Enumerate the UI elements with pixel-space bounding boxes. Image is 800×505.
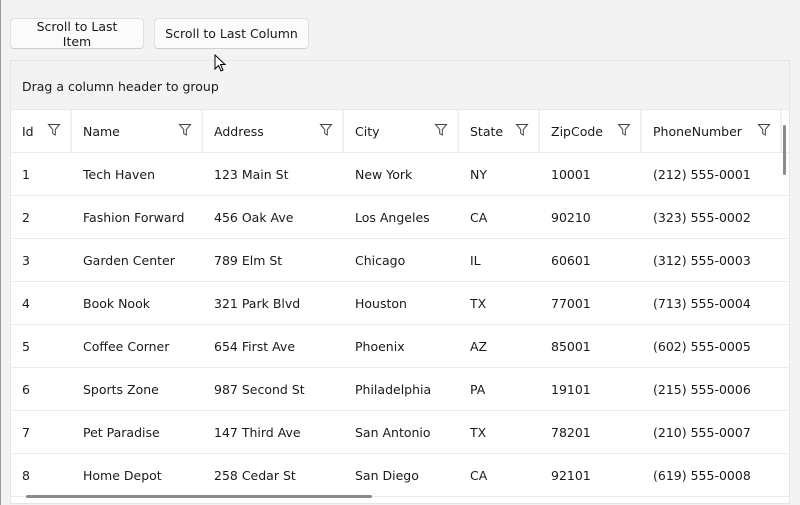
cell-city: Chicago — [344, 239, 459, 281]
cell-state: TX — [459, 282, 540, 324]
column-header-label: ZipCode — [551, 124, 603, 139]
cell-zipcode: 60601 — [540, 239, 642, 281]
cell-zipcode: 92101 — [540, 454, 642, 496]
cell-city: Philadelphia — [344, 368, 459, 410]
cell-zipcode: 77001 — [540, 282, 642, 324]
grid-body: 1Tech Haven123 Main StNew YorkNY10001(21… — [11, 153, 789, 497]
cell-id: 5 — [11, 325, 72, 367]
cell-name: Home Depot — [72, 454, 203, 496]
column-header-label: State — [470, 124, 503, 139]
column-header-state[interactable]: State — [459, 110, 540, 152]
cell-address: 654 First Ave — [203, 325, 344, 367]
cell-phonenumber: (210) 555-0007 — [642, 411, 782, 453]
table-row[interactable]: 8Home Depot258 Cedar StSan DiegoCA92101(… — [11, 454, 789, 497]
cell-address: 321 Park Blvd — [203, 282, 344, 324]
cell-phonenumber: (713) 555-0004 — [642, 282, 782, 324]
column-header-city[interactable]: City — [344, 110, 459, 152]
cell-id: 3 — [11, 239, 72, 281]
cell-state: CA — [459, 454, 540, 496]
column-header-address[interactable]: Address — [203, 110, 344, 152]
cell-address: 258 Cedar St — [203, 454, 344, 496]
cell-id: 6 — [11, 368, 72, 410]
column-header-label: Address — [214, 124, 264, 139]
cell-address: 789 Elm St — [203, 239, 344, 281]
cell-name: Sports Zone — [72, 368, 203, 410]
cell-phonenumber: (212) 555-0001 — [642, 153, 782, 195]
table-row[interactable]: 6Sports Zone987 Second StPhiladelphiaPA1… — [11, 368, 789, 411]
cell-address: 987 Second St — [203, 368, 344, 410]
mouse-cursor-icon — [214, 54, 228, 74]
cell-state: NY — [459, 153, 540, 195]
cell-name: Garden Center — [72, 239, 203, 281]
table-row[interactable]: 7Pet Paradise147 Third AveSan AntonioTX7… — [11, 411, 789, 454]
table-row[interactable]: 5Coffee Corner654 First AvePhoenixAZ8500… — [11, 325, 789, 368]
cell-name: Fashion Forward — [72, 196, 203, 238]
cell-id: 7 — [11, 411, 72, 453]
filter-icon[interactable] — [617, 123, 631, 137]
cell-city: Los Angeles — [344, 196, 459, 238]
column-header-label: PhoneNumber — [653, 124, 742, 139]
cell-zipcode: 19101 — [540, 368, 642, 410]
column-header-name[interactable]: Name — [72, 110, 203, 152]
cell-name: Pet Paradise — [72, 411, 203, 453]
filter-icon[interactable] — [47, 123, 61, 137]
filter-icon[interactable] — [515, 123, 529, 137]
cell-id: 2 — [11, 196, 72, 238]
filter-icon[interactable] — [757, 123, 771, 137]
table-row[interactable]: 3Garden Center789 Elm StChicagoIL60601(3… — [11, 239, 789, 282]
column-header-label: City — [355, 124, 380, 139]
scroll-to-last-item-button[interactable]: Scroll to Last Item — [10, 18, 144, 49]
table-row[interactable]: 2Fashion Forward456 Oak AveLos AngelesCA… — [11, 196, 789, 239]
cell-city: San Antonio — [344, 411, 459, 453]
cell-address: 123 Main St — [203, 153, 344, 195]
group-drop-panel[interactable]: Drag a column header to group — [11, 61, 789, 110]
column-header-label: Name — [83, 124, 120, 139]
cell-phonenumber: (602) 555-0005 — [642, 325, 782, 367]
column-header-zipcode[interactable]: ZipCode — [540, 110, 642, 152]
column-header-phonenumber[interactable]: PhoneNumber — [642, 110, 782, 152]
cell-address: 147 Third Ave — [203, 411, 344, 453]
header-row: Id Name Address City State ZipCode PhoneNumber — [11, 110, 789, 153]
horizontal-scrollbar[interactable] — [26, 495, 372, 498]
cell-state: TX — [459, 411, 540, 453]
column-header-label: Id — [22, 124, 34, 139]
cell-state: IL — [459, 239, 540, 281]
cell-phonenumber: (323) 555-0002 — [642, 196, 782, 238]
cell-zipcode: 85001 — [540, 325, 642, 367]
cell-phonenumber: (312) 555-0003 — [642, 239, 782, 281]
cell-city: New York — [344, 153, 459, 195]
cell-zipcode: 10001 — [540, 153, 642, 195]
cell-zipcode: 90210 — [540, 196, 642, 238]
cell-name: Book Nook — [72, 282, 203, 324]
cell-id: 4 — [11, 282, 72, 324]
cell-city: Houston — [344, 282, 459, 324]
cell-address: 456 Oak Ave — [203, 196, 344, 238]
cell-id: 8 — [11, 454, 72, 496]
filter-icon[interactable] — [319, 123, 333, 137]
table-row[interactable]: 4Book Nook321 Park BlvdHoustonTX77001(71… — [11, 282, 789, 325]
cell-state: AZ — [459, 325, 540, 367]
cell-phonenumber: (619) 555-0008 — [642, 454, 782, 496]
cell-state: CA — [459, 196, 540, 238]
cell-city: Phoenix — [344, 325, 459, 367]
cell-id: 1 — [11, 153, 72, 195]
cell-name: Coffee Corner — [72, 325, 203, 367]
data-grid: Drag a column header to group Id Name Addr… — [10, 60, 790, 504]
filter-icon[interactable] — [178, 123, 192, 137]
cell-state: PA — [459, 368, 540, 410]
cell-name: Tech Haven — [72, 153, 203, 195]
table-row[interactable]: 1Tech Haven123 Main StNew YorkNY10001(21… — [11, 153, 789, 196]
column-header-id[interactable]: Id — [11, 110, 72, 152]
filter-icon[interactable] — [434, 123, 448, 137]
cell-zipcode: 78201 — [540, 411, 642, 453]
scroll-to-last-column-button[interactable]: Scroll to Last Column — [154, 18, 309, 49]
vertical-scrollbar[interactable] — [783, 125, 786, 175]
cell-phonenumber: (215) 555-0006 — [642, 368, 782, 410]
cell-city: San Diego — [344, 454, 459, 496]
